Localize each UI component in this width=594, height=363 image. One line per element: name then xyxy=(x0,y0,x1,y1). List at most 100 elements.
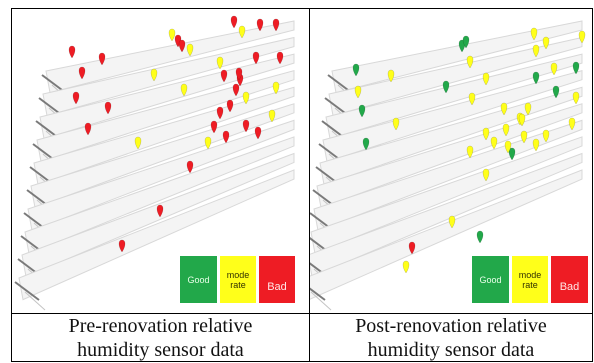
sensor-pin-icon xyxy=(352,63,360,77)
pre-legend-moderate: mode rate xyxy=(220,256,256,303)
sensor-pin-icon xyxy=(550,62,558,76)
floor-shadow xyxy=(310,291,332,311)
sensor-pin-icon xyxy=(482,168,490,182)
pre-caption-line2: humidity sensor data xyxy=(77,339,244,361)
sensor-pin-icon xyxy=(235,67,243,81)
pre-renovation-caption: Pre-renovation relative humidity sensor … xyxy=(12,314,309,362)
sensor-pin-icon xyxy=(500,102,508,116)
sensor-pin-icon xyxy=(572,91,580,105)
pre-caption-line1: Pre-renovation relative xyxy=(68,315,253,337)
sensor-pin-icon xyxy=(220,69,228,83)
floor-slab xyxy=(18,169,295,301)
post-legend-good-label: Good xyxy=(479,274,502,285)
table-border xyxy=(11,8,593,362)
sensor-pin-icon xyxy=(542,129,550,143)
sensor-pin-icon xyxy=(402,260,410,274)
pre-legend-good-label: Good xyxy=(187,274,210,285)
sensor-pin-icon xyxy=(254,126,262,140)
sensor-pin-icon xyxy=(408,241,416,255)
sensor-pin-icon xyxy=(104,101,112,115)
pre-renovation-building-diagram xyxy=(14,15,295,311)
sensor-pin-icon xyxy=(272,18,280,32)
post-renovation-panel xyxy=(310,9,592,313)
sensor-pin-icon xyxy=(466,55,474,69)
sensor-pin-icon xyxy=(578,30,586,44)
post-caption-line2: humidity sensor data xyxy=(367,339,535,361)
sensor-pin-icon xyxy=(118,239,126,253)
floor-slab xyxy=(310,152,583,278)
floor-slab xyxy=(310,169,583,300)
sensor-pin-icon xyxy=(276,51,284,65)
post-renovation-caption: Post-renovation relative humidity sensor… xyxy=(310,314,592,362)
sensor-pin-icon xyxy=(458,39,466,53)
post-legend-good: Good xyxy=(472,256,509,303)
sensor-pin-icon xyxy=(508,147,516,161)
sensor-pin-icon xyxy=(482,72,490,86)
sensor-pin-icon xyxy=(256,18,264,32)
sensor-pin-icon xyxy=(358,104,366,118)
floor-slab xyxy=(331,20,583,94)
floor-slab xyxy=(325,53,583,140)
column-divider xyxy=(309,8,310,362)
sensor-pin-icon xyxy=(242,119,250,133)
floor-edge xyxy=(14,281,40,301)
sensor-pin-icon xyxy=(466,145,474,159)
sensor-pin-icon xyxy=(98,52,106,66)
sensor-pin-icon xyxy=(268,109,276,123)
sensor-pin-icon xyxy=(530,27,538,41)
sensor-pin-icon xyxy=(552,85,560,99)
sensor-pin-icon xyxy=(504,140,512,154)
floor-slab xyxy=(33,86,295,186)
sensor-pin-icon xyxy=(78,66,86,80)
pre-renovation-panel xyxy=(12,9,309,313)
sensor-pin-icon xyxy=(448,215,456,229)
sensor-pin-icon xyxy=(532,71,540,85)
floor-slab xyxy=(27,119,295,232)
floor-slab xyxy=(21,152,295,278)
sensor-pin-icon xyxy=(442,80,450,94)
floor-slab xyxy=(322,70,583,163)
sensor-pin-icon xyxy=(178,39,186,53)
sensor-pin-icon xyxy=(216,56,224,70)
sensor-pin-icon xyxy=(362,137,370,151)
floor-slab xyxy=(39,53,295,140)
sensor-pin-icon xyxy=(490,136,498,150)
pre-legend-bad-label: Bad xyxy=(267,280,287,293)
sensor-pin-icon xyxy=(468,92,476,106)
sensor-pin-icon xyxy=(532,138,540,152)
sensor-pin-icon xyxy=(518,113,526,127)
sensor-pin-icon xyxy=(150,68,158,82)
sensor-pin-icon xyxy=(216,106,224,120)
floor-slab xyxy=(42,36,295,117)
pre-legend-moderate-label: mode rate xyxy=(226,269,250,290)
sensor-pin-icon xyxy=(252,51,260,65)
sensor-pin-icon xyxy=(222,130,230,144)
sensor-pin-icon xyxy=(392,117,400,131)
post-legend-moderate: mode rate xyxy=(512,256,548,303)
post-legend-bad: Bad xyxy=(551,256,588,303)
floor-shadow xyxy=(24,291,46,311)
sensor-pin-icon xyxy=(568,117,576,131)
sensor-pin-icon xyxy=(226,99,234,113)
floor-slab xyxy=(316,103,583,209)
floor-slab xyxy=(30,103,295,209)
post-legend-bad-label: Bad xyxy=(559,280,580,293)
sensor-pin-icon xyxy=(520,130,528,144)
sensor-pin-icon xyxy=(532,44,540,58)
sensor-pin-icon xyxy=(272,81,280,95)
sensor-pin-icon xyxy=(502,123,510,137)
sensor-pin-icon xyxy=(210,120,218,134)
sensor-pin-icon xyxy=(186,160,194,174)
floor-edge xyxy=(310,287,326,301)
floor-slab xyxy=(24,136,295,255)
sensor-pin-icon xyxy=(387,69,395,83)
sensor-pin-icon xyxy=(134,136,142,150)
sensor-pin-icon xyxy=(156,204,164,218)
sensor-pin-icon xyxy=(72,91,80,105)
sensor-pin-icon xyxy=(542,36,550,50)
post-renovation-building-diagram xyxy=(310,20,586,311)
sensor-pin-icon xyxy=(354,85,362,99)
sensor-pin-icon xyxy=(168,28,176,42)
floor-slab xyxy=(313,119,583,232)
